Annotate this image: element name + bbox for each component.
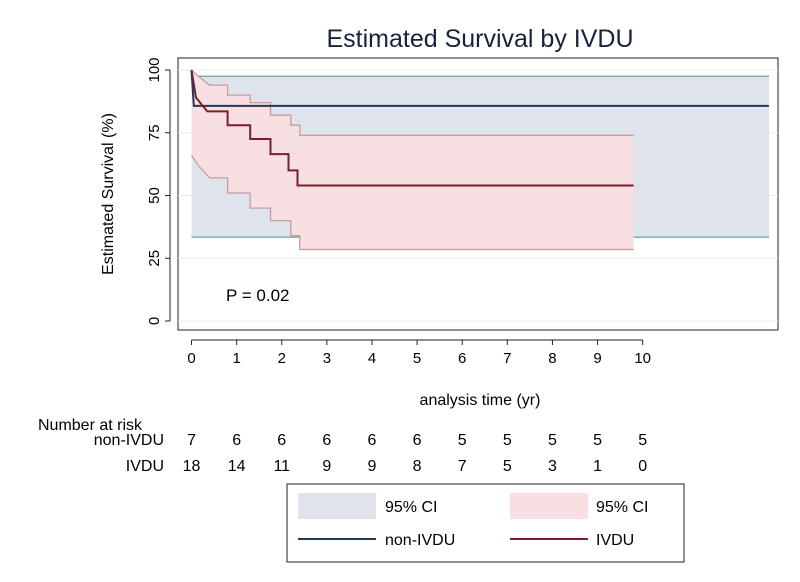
ci-upper-ivdu <box>191 69 634 136</box>
risk-value-ivdu-8: 3 <box>548 458 557 475</box>
y-tick-label-100: 100 <box>146 57 163 82</box>
chart-title: Estimated Survival by IVDU <box>326 25 633 53</box>
risk-value-non-ivdu-9: 5 <box>593 432 602 449</box>
legend-swatch-ci-ivdu <box>510 493 588 519</box>
x-tick-label-3: 3 <box>323 350 331 367</box>
risk-value-ivdu-9: 1 <box>593 458 602 475</box>
ci-band-ivdu <box>191 70 634 250</box>
risk-value-non-ivdu-7: 5 <box>503 432 512 449</box>
risk-table: non-IVDU 7 6 6 6 6 6 5 5 5 5 5 IVDU 18 14 11 9 9 8 7 5 3 1 0 <box>94 432 647 475</box>
risk-value-ivdu-6: 7 <box>458 458 467 475</box>
legend-label-ci-ivdu: 95% CI <box>596 499 648 516</box>
x-tick-label-2: 2 <box>278 350 286 367</box>
risk-value-ivdu-3: 9 <box>322 458 331 475</box>
y-tick-label-25: 25 <box>146 250 163 267</box>
ci-bands <box>190 69 769 251</box>
x-tick-label-4: 4 <box>368 350 376 367</box>
x-axis-label: analysis time (yr) <box>420 392 541 409</box>
x-tick-label-0: 0 <box>187 350 195 367</box>
y-axis-label: Estimated Survival (%) <box>100 113 117 275</box>
legend-swatch-ci-non-ivdu <box>298 493 376 519</box>
risk-value-ivdu-1: 14 <box>228 458 246 475</box>
survival-curves <box>190 69 769 187</box>
ci-lower-ivdu <box>190 154 634 251</box>
risk-table-title: Number at risk <box>38 417 143 434</box>
risk-row-label-non-ivdu: non-IVDU <box>94 432 164 449</box>
risk-value-non-ivdu-3: 6 <box>322 432 331 449</box>
risk-value-non-ivdu-6: 5 <box>458 432 467 449</box>
risk-value-ivdu-4: 9 <box>368 458 377 475</box>
y-tick-label-0: 0 <box>146 317 163 325</box>
survival-line-ivdu <box>190 69 634 187</box>
risk-value-ivdu-0: 18 <box>183 458 201 475</box>
risk-value-non-ivdu-1: 6 <box>232 432 241 449</box>
risk-value-ivdu-7: 5 <box>503 458 512 475</box>
risk-value-non-ivdu-5: 6 <box>413 432 422 449</box>
x-tick-label-1: 1 <box>232 350 240 367</box>
risk-value-non-ivdu-4: 6 <box>368 432 377 449</box>
annotation-p-value: P = 0.02 <box>226 286 290 305</box>
risk-value-ivdu-10: 0 <box>638 458 647 475</box>
x-tick-label-10: 10 <box>634 350 651 367</box>
risk-row-label-ivdu: IVDU <box>126 458 164 475</box>
y-tick-label-50: 50 <box>146 187 163 204</box>
survival-line-non-ivdu <box>190 69 769 107</box>
x-tick-label-8: 8 <box>548 350 556 367</box>
legend: 95% CI 95% CI non-IVDU IVDU <box>286 483 685 563</box>
x-tick-label-6: 6 <box>458 350 466 367</box>
risk-value-non-ivdu-0: 7 <box>187 432 196 449</box>
y-tick-label-75: 75 <box>146 124 163 141</box>
legend-label-non-ivdu: non-IVDU <box>385 532 455 549</box>
x-tick-label-5: 5 <box>413 350 421 367</box>
risk-value-non-ivdu-2: 6 <box>277 432 286 449</box>
axes: 0 25 50 75 100 0 1 2 3 4 5 6 7 8 9 10 <box>146 57 651 367</box>
legend-label-ivdu: IVDU <box>596 532 634 549</box>
legend-label-ci-non-ivdu: 95% CI <box>385 499 437 516</box>
risk-value-ivdu-5: 8 <box>413 458 422 475</box>
x-tick-label-9: 9 <box>593 350 601 367</box>
risk-value-non-ivdu-8: 5 <box>548 432 557 449</box>
x-tick-label-7: 7 <box>503 350 511 367</box>
risk-value-non-ivdu-10: 5 <box>638 432 647 449</box>
risk-value-ivdu-2: 11 <box>273 458 290 475</box>
